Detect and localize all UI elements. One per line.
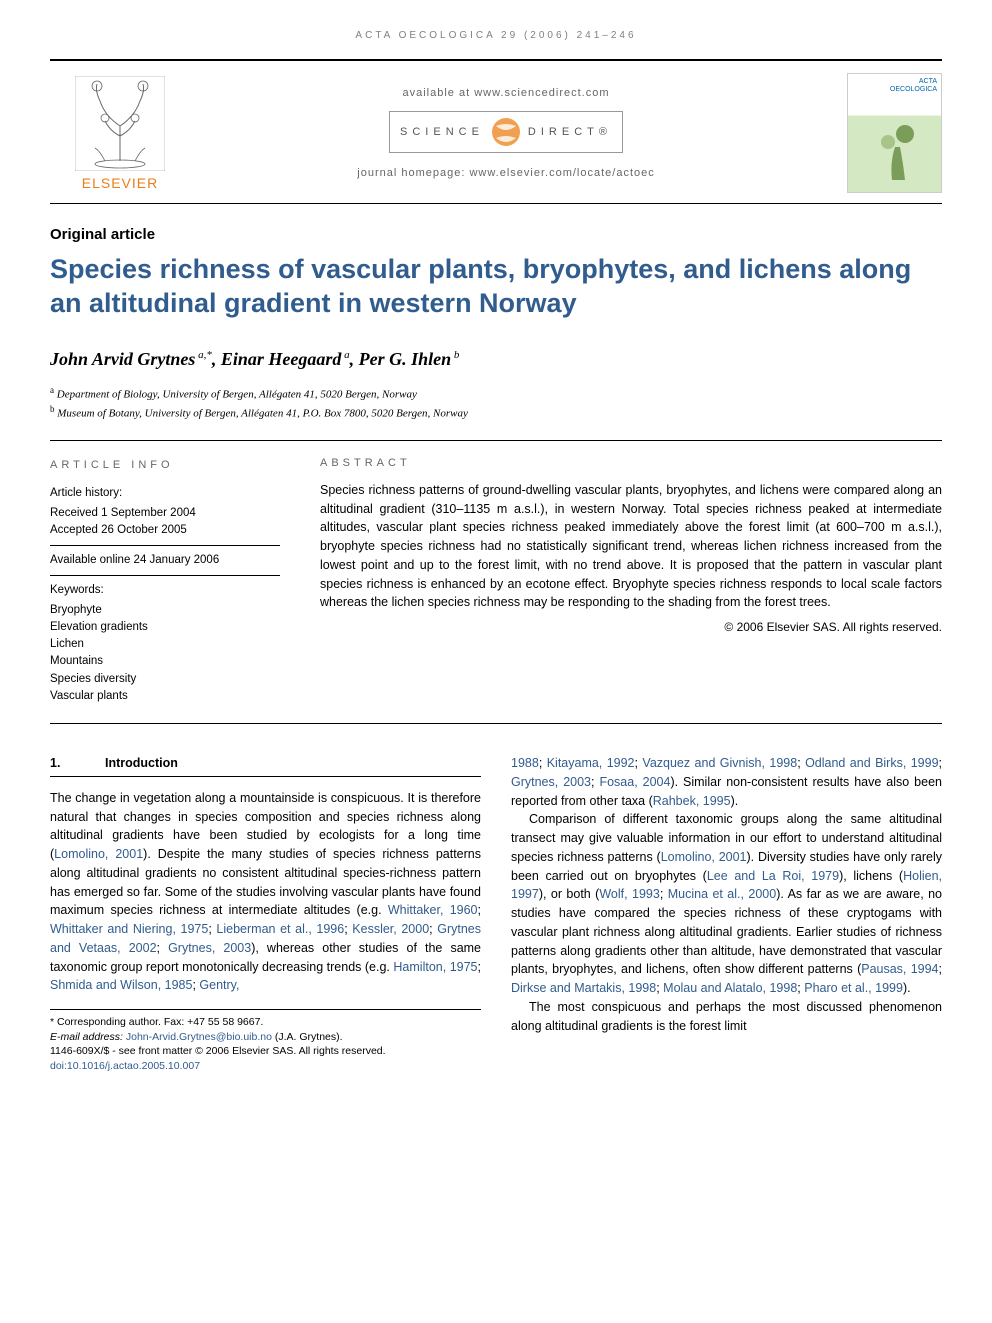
citation-link[interactable]: Hamilton, 1975 (393, 960, 477, 974)
affiliation-a: a Department of Biology, University of B… (50, 384, 942, 403)
citation-link[interactable]: Dirkse and Martakis, 1998 (511, 981, 656, 995)
keyword: Lichen (50, 636, 280, 653)
sd-swirl-icon (490, 116, 522, 148)
cover-line1: ACTA (919, 78, 937, 85)
running-header: ACTA OECOLOGICA 29 (2006) 241–246 (50, 30, 942, 41)
citation-link[interactable]: Molau and Alatalo, 1998 (663, 981, 797, 995)
text-run: ). (731, 794, 739, 808)
text-run: ), lichens ( (839, 869, 903, 883)
keyword: Elevation gradients (50, 619, 280, 636)
affiliation-b: b Museum of Botany, University of Bergen… (50, 403, 942, 422)
keyword: Species diversity (50, 671, 280, 688)
citation-link[interactable]: Whittaker and Niering, 1975 (50, 922, 208, 936)
affiliations: a Department of Biology, University of B… (50, 384, 942, 422)
article-info-heading: ARTICLE INFO (50, 457, 280, 474)
author-2: Einar Heegaard (221, 349, 342, 369)
sciencedirect-logo: SCIENCE DIRECT® (389, 111, 623, 153)
corresponding-author-note: * Corresponding author. Fax: +47 55 58 9… (50, 1015, 481, 1030)
citation-link[interactable]: Pharo et al., 1999 (804, 981, 903, 995)
journal-cover-block: ACTA OECOLOGICA (822, 73, 942, 193)
journal-cover-title: ACTA OECOLOGICA (890, 78, 937, 93)
article-info: ARTICLE INFO Article history: Received 1… (50, 457, 280, 705)
doi-link[interactable]: doi:10.1016/j.actao.2005.10.007 (50, 1059, 481, 1074)
citation-link[interactable]: 1988 (511, 756, 539, 770)
citation-link[interactable]: Fosaa, 2004 (599, 775, 670, 789)
affiliation-a-text: Department of Biology, University of Ber… (57, 388, 417, 400)
citation-link[interactable]: Vazquez and Givnish, 1998 (642, 756, 797, 770)
masthead-center: available at www.sciencedirect.com SCIEN… (190, 87, 822, 179)
email-paren: (J.A. Grytnes). (275, 1031, 343, 1043)
journal-cover-thumbnail: ACTA OECOLOGICA (847, 73, 942, 193)
issn-line: 1146-609X/$ - see front matter © 2006 El… (50, 1044, 481, 1059)
citation-link[interactable]: Rahbek, 1995 (653, 794, 731, 808)
keywords-label: Keywords: (50, 582, 280, 599)
citation-link[interactable]: Lee and La Roi, 1979 (707, 869, 839, 883)
cover-line2: OECOLOGICA (890, 86, 937, 93)
intro-paragraph-1: The change in vegetation along a mountai… (50, 789, 481, 995)
keywords-list: Bryophyte Elevation gradients Lichen Mou… (50, 602, 280, 706)
body-column-left: 1. Introduction The change in vegetation… (50, 754, 481, 1074)
sd-text-left: SCIENCE (400, 126, 484, 138)
article-title: Species richness of vascular plants, bry… (50, 253, 942, 321)
abstract-copyright: © 2006 Elsevier SAS. All rights reserved… (320, 620, 942, 634)
citation-link[interactable]: Lieberman et al., 1996 (216, 922, 344, 936)
author-3: Per G. Ihlen (359, 349, 452, 369)
abstract-heading: ABSTRACT (320, 457, 942, 469)
citation-link[interactable]: Wolf, 1993 (599, 887, 659, 901)
footnotes: * Corresponding author. Fax: +47 55 58 9… (50, 1009, 481, 1074)
page-container: ACTA OECOLOGICA 29 (2006) 241–246 ELSEVI… (0, 0, 992, 1114)
article-type: Original article (50, 226, 942, 243)
keyword: Mountains (50, 653, 280, 670)
section-title: Introduction (105, 754, 178, 773)
citation-link[interactable]: Gentry, (199, 978, 239, 992)
email-label: E-mail address: (50, 1031, 123, 1043)
affiliation-b-text: Museum of Botany, University of Bergen, … (57, 407, 468, 419)
citation-link[interactable]: Whittaker, 1960 (388, 903, 478, 917)
body-columns: 1. Introduction The change in vegetation… (50, 754, 942, 1074)
text-run: ). (903, 981, 911, 995)
authors-line: John Arvid Grytnes a,*, Einar Heegaard a… (50, 349, 942, 370)
citation-link[interactable]: Pausas, 1994 (861, 962, 938, 976)
text-run: ), or both ( (539, 887, 600, 901)
received-date: Received 1 September 2004 (50, 505, 280, 522)
info-divider-1 (50, 545, 280, 546)
author-1: John Arvid Grytnes (50, 349, 195, 369)
masthead: ELSEVIER available at www.sciencedirect.… (50, 59, 942, 204)
accepted-date: Accepted 26 October 2005 (50, 522, 280, 539)
history-label: Article history: (50, 485, 280, 502)
intro-paragraph-1-cont: 1988; Kitayama, 1992; Vazquez and Givnis… (511, 754, 942, 810)
sd-text-right: DIRECT® (528, 126, 612, 138)
abstract-column: ABSTRACT Species richness patterns of gr… (320, 457, 942, 705)
info-divider-2 (50, 575, 280, 576)
body-column-right: 1988; Kitayama, 1992; Vazquez and Givnis… (511, 754, 942, 1074)
abstract-text: Species richness patterns of ground-dwel… (320, 481, 942, 612)
citation-link[interactable]: Kitayama, 1992 (547, 756, 635, 770)
intro-paragraph-2: Comparison of different taxonomic groups… (511, 810, 942, 998)
online-date: Available online 24 January 2006 (50, 552, 280, 569)
intro-paragraph-3: The most conspicuous and perhaps the mos… (511, 998, 942, 1036)
citation-link[interactable]: Grytnes, 2003 (168, 941, 251, 955)
section-1-heading: 1. Introduction (50, 754, 481, 777)
email-line: E-mail address: John-Arvid.Grytnes@bio.u… (50, 1030, 481, 1045)
citation-link[interactable]: Shmida and Wilson, 1985 (50, 978, 192, 992)
citation-link[interactable]: Odland and Birks, 1999 (805, 756, 938, 770)
keyword: Bryophyte (50, 602, 280, 619)
elsevier-tree-icon (75, 76, 165, 171)
keyword: Vascular plants (50, 688, 280, 705)
publisher-block: ELSEVIER (50, 76, 190, 191)
elsevier-wordmark: ELSEVIER (82, 175, 158, 191)
email-link[interactable]: John-Arvid.Grytnes@bio.uib.no (126, 1031, 272, 1043)
journal-cover-figure-icon (870, 122, 920, 182)
citation-link[interactable]: Grytnes, 2003 (511, 775, 591, 789)
citation-link[interactable]: Lomolino, 2001 (661, 850, 747, 864)
citation-link[interactable]: Kessler, 2000 (352, 922, 429, 936)
journal-homepage-line: journal homepage: www.elsevier.com/locat… (190, 167, 822, 179)
citation-link[interactable]: Mucina et al., 2000 (668, 887, 776, 901)
info-abstract-row: ARTICLE INFO Article history: Received 1… (50, 440, 942, 724)
available-at-line: available at www.sciencedirect.com (190, 87, 822, 99)
section-number: 1. (50, 754, 105, 773)
citation-link[interactable]: Lomolino, 2001 (54, 847, 143, 861)
